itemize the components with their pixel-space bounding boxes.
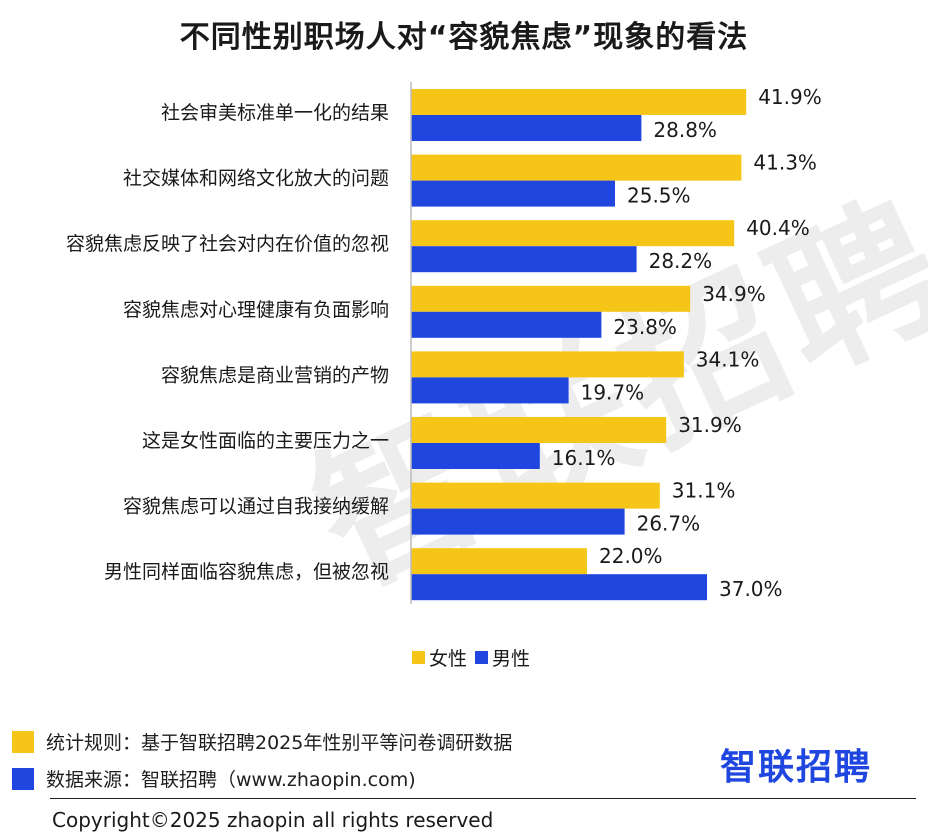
bar-male [411,508,625,535]
brand-logo: 智联招聘 [720,747,873,788]
data-label-male: 19.7% [581,380,645,404]
bar-chart: 社会审美标准单一化的结果 41.9% 28.8% 社交媒体和网络文化放大的问题 41.3… [66,82,822,604]
data-source-text: 数据来源：智联招聘（www.zhaopin.com) [46,769,416,791]
data-label-female: 34.9% [702,282,766,306]
legend-swatch-male [475,651,489,664]
bar-male [411,311,602,338]
bar-female [411,482,660,509]
data-label-male: 16.1% [552,446,616,470]
stat-rule-text: 统计规则：基于智联招聘2025年性别平等问卷调研数据 [46,732,513,754]
category-label: 男性同样面临容貌焦虑，但被忽视 [104,561,389,583]
legend-swatch-female [412,651,425,664]
bar-female [411,154,742,181]
data-label-female: 31.9% [678,413,742,437]
bar-female [411,220,735,247]
category-label: 容貌焦虑可以通过自我接纳缓解 [123,496,389,518]
category-label: 社交媒体和网络文化放大的问题 [123,168,389,190]
legend-item-female: 女性 [412,644,467,671]
stat-rule-note: 统计规则：基于智联招聘2025年性别平等问卷调研数据 [12,728,512,755]
data-label-female: 41.9% [758,85,822,109]
bar-male [411,443,540,469]
data-label-female: 31.1% [672,479,736,503]
legend-label-female: 女性 [429,648,468,670]
bar-male [411,574,707,601]
chart-title: 不同性别职场人对“容貌焦虑”现象的看法 [179,20,749,55]
category-label: 容貌焦虑反映了社会对内在价值的忽视 [66,233,389,255]
data-label-male: 23.8% [613,315,677,339]
note-marker-blue [12,767,34,790]
bar-female [411,285,691,312]
bar-male [411,246,637,273]
data-label-male: 28.8% [653,118,717,142]
bar-female [411,548,587,575]
data-label-female: 22.0% [599,544,663,568]
footer-divider [50,798,916,799]
copyright-text: Copyright©2025 zhaopin all rights reserv… [52,808,494,832]
bar-female [411,417,667,443]
bar-male [411,115,642,141]
category-label: 社会审美标准单一化的结果 [161,102,389,124]
data-label-female: 41.3% [753,151,817,175]
data-label-female: 34.1% [696,347,760,371]
data-label-female: 40.4% [746,216,810,240]
legend-label-male: 男性 [492,648,531,670]
note-marker-yellow [12,730,34,753]
data-source-note: 数据来源：智联招聘（www.zhaopin.com) [12,765,416,792]
data-label-male: 26.7% [637,512,701,536]
data-label-male: 37.0% [719,577,783,601]
legend: 女性 男性 [412,644,530,671]
bar-male [411,180,615,207]
data-label-male: 25.5% [627,184,691,208]
category-label: 这是女性面临的主要压力之一 [142,430,389,452]
legend-item-male: 男性 [475,644,530,671]
data-label-male: 28.2% [649,249,713,273]
bar-female [411,351,684,378]
bar-male [411,377,569,404]
category-label: 容貌焦虑对心理健康有负面影响 [123,299,389,321]
bar-female [411,89,747,115]
category-label: 容貌焦虑是商业营销的产物 [161,364,389,386]
